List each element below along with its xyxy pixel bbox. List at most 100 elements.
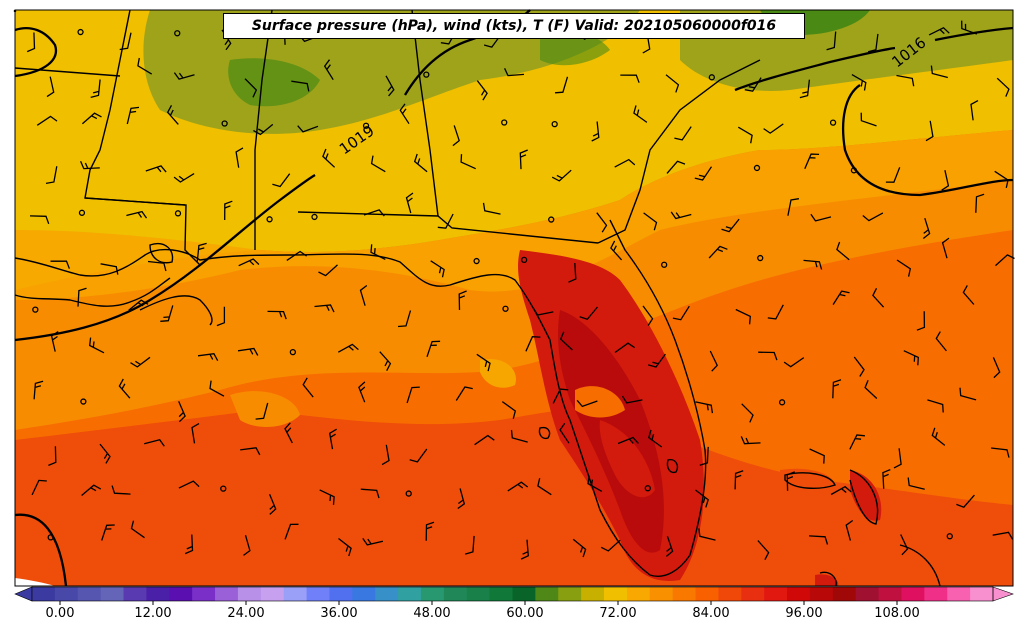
colorbar-cell — [352, 587, 376, 601]
wind-barb — [216, 306, 226, 327]
calm-wind-marker — [80, 398, 87, 405]
wind-barb — [50, 260, 71, 269]
wind-barb — [610, 240, 623, 261]
calm-wind-marker — [221, 120, 228, 127]
wind-barb — [482, 202, 501, 215]
wind-barb — [272, 173, 291, 188]
colorbar-cell — [443, 587, 468, 601]
wind-barb — [363, 209, 385, 217]
wind-barb — [128, 299, 149, 311]
wind-barb — [362, 538, 384, 546]
wind-barb — [596, 212, 608, 233]
wind-barb — [284, 523, 299, 540]
wind-barb — [559, 423, 570, 444]
wind-barb — [896, 74, 915, 87]
wind-barb — [737, 126, 753, 144]
colorbar-cell — [809, 587, 834, 601]
wind-barb — [397, 310, 412, 328]
wind-barb — [925, 120, 934, 142]
wind-barb — [579, 306, 599, 321]
wind-barb — [860, 112, 877, 127]
wind-barb — [101, 524, 115, 541]
colorbar-cell — [306, 587, 330, 601]
wind-barb — [698, 528, 716, 541]
wind-barb — [235, 147, 244, 168]
wind-barb — [458, 290, 467, 311]
wind-barb — [554, 76, 569, 94]
wind-barb — [903, 350, 919, 366]
wind-barb — [337, 343, 359, 353]
wind-barb — [89, 337, 105, 354]
calm-wind-marker — [757, 254, 764, 262]
calm-wind-marker — [548, 216, 555, 223]
wind-barb — [643, 212, 658, 231]
wind-barb — [77, 287, 87, 307]
wind-barb — [90, 79, 101, 99]
calm-wind-marker — [47, 534, 54, 541]
wind-barb — [338, 537, 352, 557]
wind-barb — [885, 167, 901, 183]
wind-barb — [323, 59, 334, 81]
wind-barb — [437, 213, 454, 229]
wind-barb — [166, 104, 179, 125]
wind-barb — [872, 288, 885, 308]
wind-barb — [100, 263, 119, 275]
wind-barb — [178, 401, 186, 423]
wind-barb — [80, 161, 100, 170]
wind-barb — [31, 479, 47, 496]
wind-barb — [916, 311, 926, 331]
wind-barb — [810, 213, 832, 222]
wind-barb — [642, 305, 654, 326]
wind-barb — [956, 494, 975, 508]
wind-barb — [474, 434, 495, 446]
wind-barb — [864, 379, 878, 399]
wind-barb — [379, 351, 392, 372]
wind-barb — [519, 149, 528, 170]
calm-wind-marker — [289, 348, 297, 356]
colorbar-cell — [489, 587, 513, 601]
colorbar-cell — [626, 587, 651, 601]
wind-barb — [867, 33, 879, 53]
colorbar-tick-label: 72.00 — [599, 606, 637, 621]
wind-barb — [358, 381, 366, 403]
calm-wind-marker — [644, 485, 651, 492]
colorbar-tick-label: 84.00 — [692, 606, 730, 621]
wind-barb — [928, 27, 950, 36]
wind-barb — [130, 356, 151, 368]
calm-wind-marker — [502, 305, 509, 312]
wind-barb — [930, 65, 948, 79]
wind-barb — [26, 32, 36, 53]
colorbar-tick-label: 48.00 — [413, 606, 451, 621]
wind-barb — [137, 57, 153, 75]
wind-barb — [783, 357, 805, 368]
colorbar-cell — [420, 587, 445, 601]
wind-barb — [238, 258, 260, 267]
colorbar-cell — [558, 587, 582, 601]
wind-barb — [297, 125, 319, 133]
wind-barb — [126, 106, 140, 125]
wind-barb — [314, 304, 335, 313]
wind-barb — [81, 112, 102, 125]
wind-barb — [559, 331, 573, 351]
calm-wind-marker — [778, 399, 786, 406]
wind-barb — [931, 427, 946, 446]
colorbar-cell — [398, 587, 422, 601]
wind-barb — [853, 356, 865, 377]
wind-barb — [734, 470, 744, 490]
colorbar-tick-label: 0.00 — [45, 606, 75, 621]
wind-barb — [426, 340, 441, 358]
wind-barb — [147, 260, 167, 272]
calm-wind-marker — [551, 120, 558, 128]
colorbar-cell — [535, 587, 559, 601]
wind-barb — [318, 264, 338, 277]
wind-barb — [405, 192, 414, 214]
wind-barb — [409, 448, 428, 463]
wind-barb — [721, 218, 740, 233]
wind-barb — [302, 377, 314, 398]
colorbar-cell — [215, 587, 239, 601]
wind-barb — [804, 153, 820, 170]
colorbar-cell — [77, 587, 102, 601]
colorbar-cell — [604, 587, 628, 601]
wind-barb — [48, 446, 57, 466]
